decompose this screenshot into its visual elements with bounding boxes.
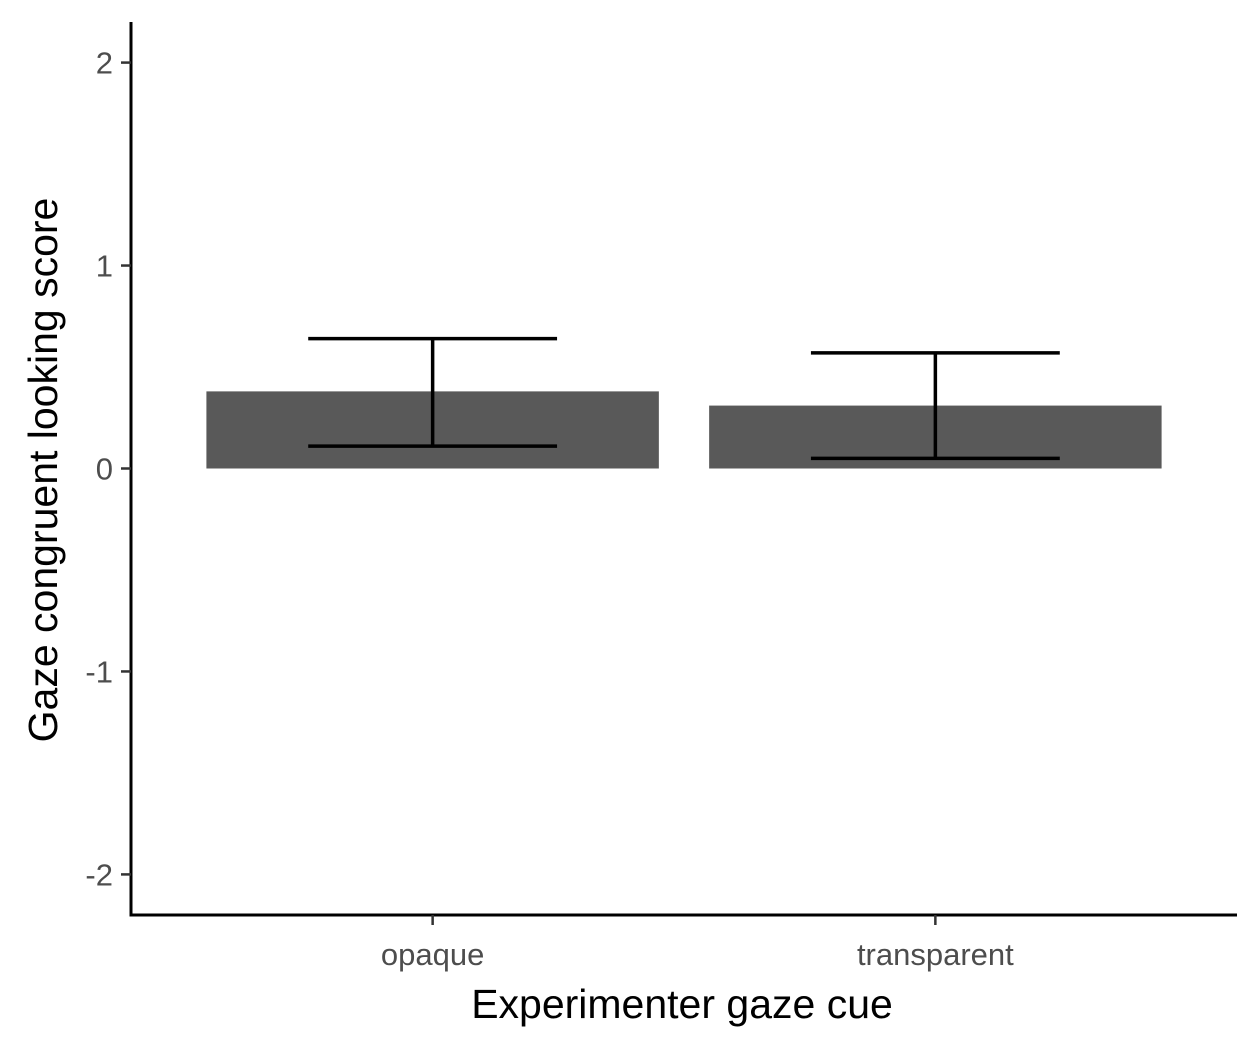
errorbar-transparent — [810, 351, 1060, 461]
y-tick-label: -2 — [85, 857, 113, 892]
y-tick-label: 0 — [96, 452, 113, 487]
plot-area — [206, 336, 1162, 469]
x-axis: opaque transparent — [129, 913, 1237, 972]
errorbar-opaque — [308, 336, 558, 448]
x-tick-label-opaque: opaque — [381, 937, 484, 972]
y-tick-label: 1 — [96, 249, 113, 284]
x-axis-title: Experimenter gaze cue — [471, 981, 893, 1027]
x-tick-label-transparent: transparent — [857, 937, 1014, 972]
y-tick-label: -1 — [85, 654, 113, 689]
y-axis-title: Gaze congruent looking score — [20, 198, 66, 743]
y-tick-label: 2 — [96, 46, 113, 81]
y-axis: -2 -1 0 1 2 — [85, 22, 133, 917]
